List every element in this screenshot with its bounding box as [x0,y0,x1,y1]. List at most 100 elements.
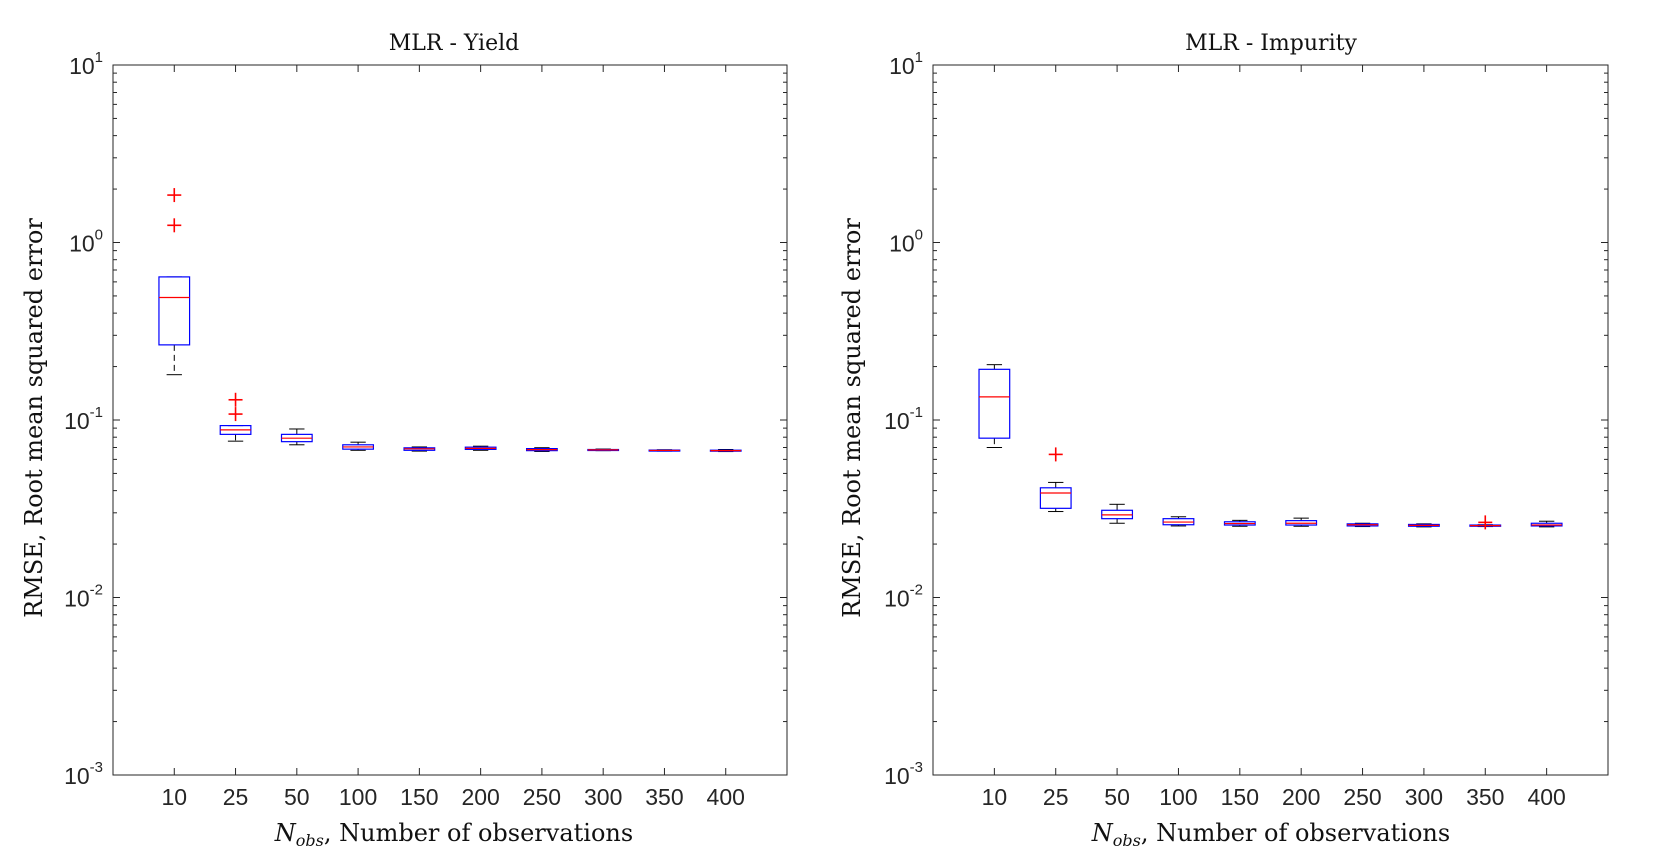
box-100 [342,441,375,451]
y-tick-exponent: -3 [90,759,103,776]
y-tick-exponent: 0 [915,227,923,244]
y-tick-base: 10 [69,53,95,79]
x-tick-label: 50 [284,784,310,810]
y-tick-base: 10 [884,408,910,434]
box-250 [525,447,558,452]
iqr-box [158,276,191,346]
box-25 [1039,447,1072,513]
y-axis-label: RMSE, Root mean squared error [838,218,866,618]
x-tick-label: 200 [461,784,499,810]
plot-area-frame [932,64,1609,776]
x-axis-label-subscript: obs [1113,831,1141,850]
x-tick-labels: 10 25 50 100 150 200 250 300 350 400 [982,784,1566,810]
x-tick-label: 400 [707,784,745,810]
box-150 [403,446,436,452]
outlier-marker [228,392,243,407]
y-tick-label: 101 [889,49,923,79]
y-tick-base: 10 [884,763,910,789]
x-tick-label: 10 [982,784,1008,810]
x-axis-label: Nobs, Number of observations [1091,819,1450,850]
box-150 [1223,519,1256,527]
y-tick-label: 101 [69,49,103,79]
y-tick-exponent: -2 [910,582,923,599]
x-tick-label: 50 [1104,784,1130,810]
y-tick-base: 10 [64,586,90,612]
y-tick-exponent: 0 [95,227,103,244]
y-tick-label: 10-3 [884,759,923,789]
y-tick-label: 100 [69,227,103,257]
y-tick-label: 10-2 [884,582,923,612]
y-tick-label: 10-1 [64,404,103,434]
chart-title: MLR - Impurity [1185,31,1357,56]
x-tick-label: 400 [1527,784,1565,810]
iqr-box [1039,487,1072,509]
x-tick-label: 150 [400,784,438,810]
box-200 [1285,517,1318,527]
axes-frame [932,64,1609,776]
x-axis-label: Nobs, Number of observations [274,819,633,850]
x-tick-label: 25 [223,784,249,810]
box-200 [464,445,497,451]
chart-panel-impurity: MLR - Impurity RMSE, Root mean squared e… [838,31,1609,850]
x-tick-label: 350 [645,784,683,810]
box-100 [1162,516,1195,527]
plot-area-frame [112,64,788,776]
y-tick-label: 100 [889,227,923,257]
y-tick-label: 10-3 [64,759,103,789]
y-tick-exponent: -2 [90,582,103,599]
y-tick-exponent: 1 [915,49,923,66]
x-tick-label: 150 [1221,784,1259,810]
box-350 [1469,515,1502,530]
x-tick-label: 10 [161,784,187,810]
outlier-marker [1048,447,1063,462]
box-50 [1101,503,1134,524]
box-10 [158,188,191,376]
x-tick-label: 250 [523,784,561,810]
y-tick-base: 10 [889,53,915,79]
y-tick-base: 10 [69,231,95,257]
x-tick-label: 100 [1159,784,1197,810]
axes-frame [112,64,788,776]
x-tick-label: 100 [339,784,377,810]
outlier-marker [167,218,182,233]
chart-title: MLR - Yield [389,31,519,56]
box-250 [1346,522,1379,528]
outlier-marker [167,188,182,203]
x-tick-label: 200 [1282,784,1320,810]
x-tick-label: 300 [584,784,622,810]
x-axis-label-text: , Number of observations [324,819,633,847]
box-350 [648,449,681,452]
x-tick-label: 300 [1405,784,1443,810]
box-25 [219,392,252,442]
y-tick-exponent: 1 [95,49,103,66]
y-tick-label: 10-1 [884,404,923,434]
y-tick-base: 10 [64,763,90,789]
box-series [158,188,742,453]
box-300 [587,448,620,452]
y-axis-label: RMSE, Root mean squared error [20,218,48,618]
y-tick-base: 10 [889,231,915,257]
x-tick-label: 25 [1043,784,1069,810]
y-tick-base: 10 [884,586,910,612]
outlier-marker [228,407,243,422]
x-axis-label-subscript: obs [296,831,324,850]
chart-panel-yield: MLR - Yield RMSE, Root mean squared erro… [20,31,788,850]
x-tick-label: 350 [1466,784,1504,810]
y-tick-exponent: -1 [90,404,103,421]
y-tick-base: 10 [64,408,90,434]
box-400 [1530,520,1563,528]
box-400 [709,449,742,453]
box-50 [280,428,313,446]
box-series [978,364,1563,530]
x-axis-label-symbol: N [274,819,297,847]
outlier-marker [1478,515,1493,530]
y-tick-label: 10-2 [64,582,103,612]
box-300 [1407,523,1440,528]
y-tick-exponent: -3 [910,759,923,776]
x-tick-label: 250 [1343,784,1381,810]
iqr-box [978,368,1011,439]
x-axis-label-symbol: N [1091,819,1114,847]
